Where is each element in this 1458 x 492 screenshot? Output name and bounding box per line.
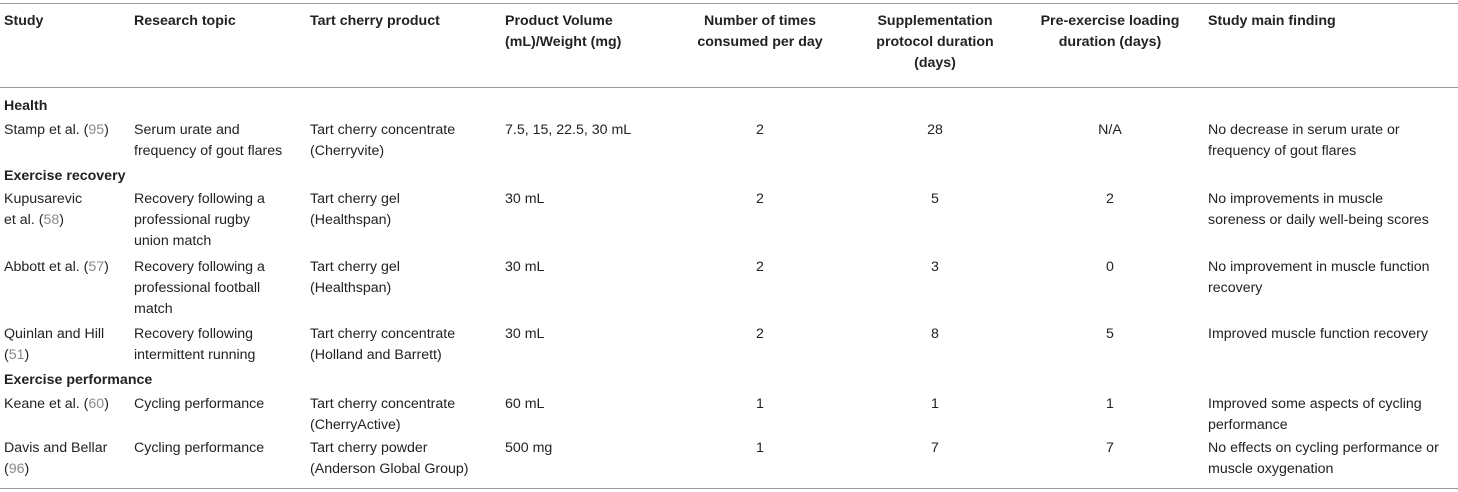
cell-finding: No effects on cycling performance or musc… xyxy=(1208,440,1439,477)
cell-study: Quinlan and Hill (51) xyxy=(4,326,105,363)
section-heading-performance: Exercise performance xyxy=(4,372,153,388)
col-header-study: Study xyxy=(4,13,44,29)
col-header-topic: Research topic xyxy=(134,13,236,29)
col-header-times: Number of times consumed per day xyxy=(697,13,823,50)
cell-finding: No decrease in serum urate or frequency o… xyxy=(1208,122,1400,159)
cell-product: Tart cherry powder (Anderson Global Group… xyxy=(310,440,469,477)
section-heading-recovery: Exercise recovery xyxy=(4,168,126,184)
cell-duration: 7 xyxy=(931,440,939,456)
cell-volume: 500 mg xyxy=(505,440,553,456)
cell-study: Davis and Bellar (96) xyxy=(4,440,108,477)
cell-duration: 5 xyxy=(931,191,939,207)
cell-duration: 8 xyxy=(931,326,939,342)
header-rule xyxy=(0,87,1458,88)
reference-link[interactable]: 60 xyxy=(88,396,105,412)
cell-study: Stamp et al. (95) xyxy=(4,122,109,138)
cell-study: Kupusarevic et al. (58) xyxy=(4,191,83,228)
cell-loading: 2 xyxy=(1106,191,1114,207)
cell-finding: Improved some aspects of cycling performa… xyxy=(1208,396,1422,433)
cell-volume: 30 mL xyxy=(505,259,545,275)
col-header-loading: Pre-exercise loading duration (days) xyxy=(1040,13,1180,50)
cell-product: Tart cherry gel (Healthspan) xyxy=(310,191,400,228)
col-header-volume: Product Volume (mL)/Weight (mg) xyxy=(505,13,622,50)
reference-link[interactable]: 58 xyxy=(43,212,60,228)
cell-topic: Recovery following intermittent running xyxy=(134,326,256,363)
reference-link[interactable]: 95 xyxy=(88,122,105,138)
table-bottom-rule xyxy=(0,488,1458,489)
cell-loading: 0 xyxy=(1106,259,1114,275)
cell-times: 2 xyxy=(756,326,764,342)
cell-loading: 1 xyxy=(1106,396,1114,412)
cell-times: 2 xyxy=(756,259,764,275)
table-top-rule xyxy=(0,3,1458,4)
cell-product: Tart cherry concentrate (CherryActive) xyxy=(310,396,456,433)
cell-finding: Improved muscle function recovery xyxy=(1208,326,1428,342)
cell-duration: 1 xyxy=(931,396,939,412)
col-header-product: Tart cherry product xyxy=(310,13,440,29)
cell-topic: Cycling performance xyxy=(134,440,265,456)
cell-topic: Recovery following a professional footbal… xyxy=(134,259,265,317)
cell-times: 1 xyxy=(756,396,764,412)
cell-topic: Serum urate and frequency of gout flares xyxy=(134,122,283,159)
cell-product: Tart cherry concentrate (Cherryvite) xyxy=(310,122,456,159)
cell-study: Abbott et al. (57) xyxy=(4,259,109,275)
cell-times: 2 xyxy=(756,191,764,207)
cell-topic: Recovery following a professional rugby un… xyxy=(134,191,265,249)
reference-link[interactable]: 57 xyxy=(88,259,105,275)
cell-volume: 30 mL xyxy=(505,191,545,207)
reference-link[interactable]: 51 xyxy=(8,347,25,363)
cell-duration: 3 xyxy=(931,259,939,275)
cell-product: Tart cherry concentrate (Holland and Barr… xyxy=(310,326,456,363)
cell-volume: 30 mL xyxy=(505,326,545,342)
cell-loading: 5 xyxy=(1106,326,1114,342)
cell-times: 2 xyxy=(756,122,764,138)
cell-topic: Cycling performance xyxy=(134,396,265,412)
cell-duration: 28 xyxy=(927,122,943,138)
cell-loading: N/A xyxy=(1098,122,1122,138)
cell-volume: 60 mL xyxy=(505,396,545,412)
cell-study: Keane et al. (60) xyxy=(4,396,109,412)
cell-product: Tart cherry gel (Healthspan) xyxy=(310,259,400,296)
cell-finding: No improvements in muscle soreness or dai… xyxy=(1208,191,1429,228)
cell-times: 1 xyxy=(756,440,764,456)
col-header-duration: Supplementation protocol duration (days) xyxy=(876,13,994,71)
reference-link[interactable]: 96 xyxy=(8,461,25,477)
cell-finding: No improvement in muscle function recover… xyxy=(1208,259,1430,296)
cell-volume: 7.5, 15, 22.5, 30 mL xyxy=(505,122,632,138)
cell-loading: 7 xyxy=(1106,440,1114,456)
section-heading-health: Health xyxy=(4,98,48,114)
col-header-finding: Study main finding xyxy=(1208,13,1336,29)
